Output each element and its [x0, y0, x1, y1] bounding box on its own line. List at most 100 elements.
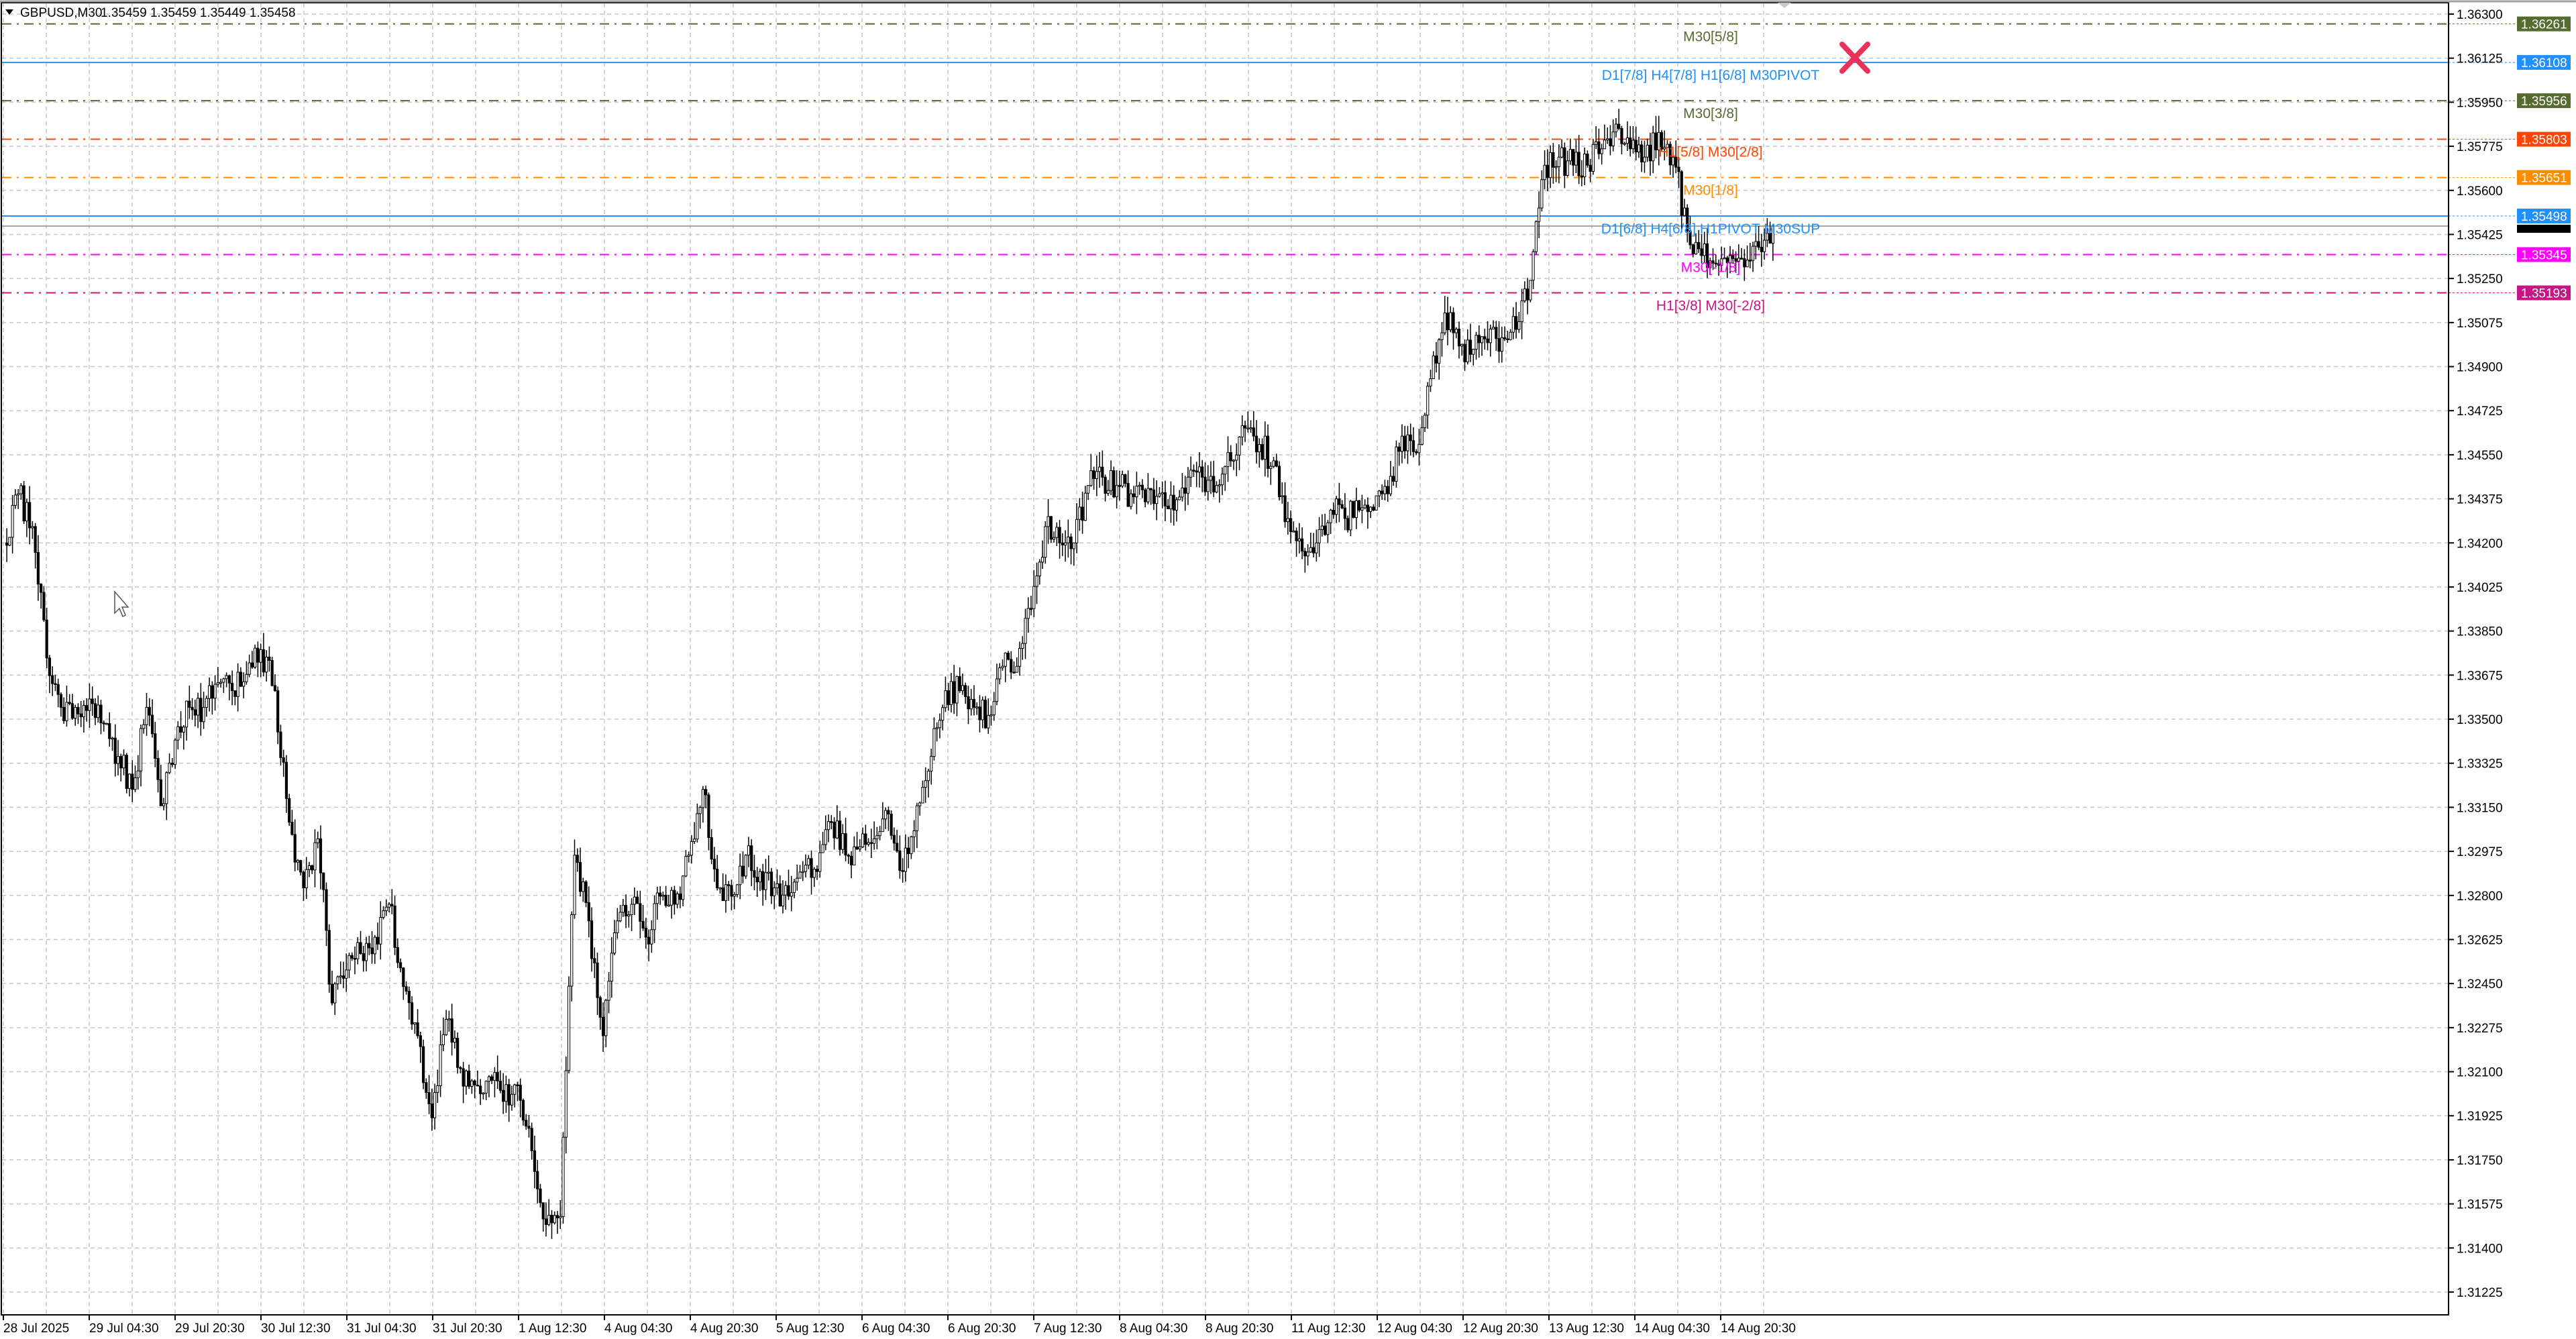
candle-body [673, 890, 676, 905]
candle-body [1167, 505, 1170, 510]
candle-body [1295, 531, 1298, 541]
candle-body [1072, 542, 1075, 549]
price-axis[interactable]: 1.36300 1.36125 1.35950 1.35775 1.35600 1.354… [2449, 8, 2503, 1300]
candle-body [1443, 313, 1446, 333]
candle-body [810, 858, 813, 878]
x-tick-label: 31 Jul 20:30 [433, 1322, 502, 1336]
candle-body [133, 777, 137, 790]
candle-body [347, 955, 351, 971]
candle-body [830, 821, 833, 823]
candle-body [1126, 483, 1130, 507]
x-tick-label: 11 Aug 12:30 [1291, 1322, 1366, 1336]
candle-body [1514, 316, 1518, 330]
candle-body [639, 903, 642, 922]
candle-body [1092, 470, 1095, 480]
candle-body [1543, 164, 1546, 180]
candle-body [1161, 492, 1164, 494]
candle-body [610, 953, 613, 982]
candle-body [1046, 516, 1050, 527]
candle-body [904, 847, 907, 872]
candle-body [473, 1080, 476, 1085]
candle-body [661, 894, 665, 897]
x-tick-label: 13 Aug 12:30 [1549, 1322, 1624, 1336]
candle-body [938, 720, 942, 729]
y-tick-label: 1.35425 [2457, 228, 2503, 242]
candle-body [468, 1070, 471, 1087]
y-tick-label: 1.34725 [2457, 405, 2503, 419]
candle-body [350, 955, 354, 959]
candle-body [1281, 495, 1284, 497]
candle-body [97, 704, 100, 718]
candle-body [111, 737, 114, 740]
candle-body [624, 904, 628, 917]
candle-body [1734, 258, 1737, 262]
candle-body [119, 756, 123, 769]
candle-body [179, 726, 182, 733]
candle-body [561, 1136, 565, 1217]
candle-body [881, 818, 884, 833]
candle-body [1657, 131, 1660, 150]
candle-body [1680, 171, 1683, 216]
candle-body [148, 706, 151, 716]
candle-body [476, 1084, 480, 1087]
candle-body [1192, 470, 1195, 472]
candle-body [1623, 143, 1626, 145]
candle-body [256, 647, 260, 663]
candle-body [764, 872, 767, 890]
chart-grid [2, 3, 2449, 1315]
candle-body [222, 678, 225, 683]
candle-body [910, 837, 913, 855]
candle-body [165, 772, 168, 804]
candle-body [926, 770, 930, 782]
y-tick-label: 1.35600 [2457, 184, 2503, 199]
candle-body [108, 723, 111, 739]
candle-body [727, 884, 731, 886]
level-label: M30[-1/8] [1681, 260, 1741, 275]
candle-body [998, 667, 1002, 680]
x-tick-label: 8 Aug 04:30 [1120, 1322, 1187, 1336]
candle-body [655, 892, 659, 904]
candle-body [544, 1218, 548, 1225]
candle-body [1620, 127, 1623, 144]
candle-body [1155, 496, 1159, 504]
candle-body [1061, 542, 1064, 545]
candle-body [248, 662, 251, 675]
candle-body [484, 1081, 488, 1093]
candle-body [1557, 156, 1560, 167]
candle-body [815, 869, 819, 872]
candle-body [1135, 486, 1138, 498]
cross-x-icon[interactable] [1839, 42, 1870, 74]
candle-body [1375, 495, 1378, 511]
candle-body [150, 714, 154, 735]
candle-body [1289, 518, 1293, 533]
candle-body [687, 855, 690, 857]
x-tick-label: 4 Aug 20:30 [690, 1322, 758, 1336]
candle-body [390, 904, 394, 906]
x-tick-label: 7 Aug 12:30 [1034, 1322, 1102, 1336]
candle-body [721, 887, 724, 902]
candle-body [470, 1080, 474, 1087]
candle-body [784, 885, 788, 896]
symbol-label: GBPUSD,M30 [20, 6, 102, 20]
candle-body [1468, 339, 1472, 355]
time-axis[interactable]: 28 Jul 2025 29 Jul 04:30 29 Jul 20:30 30 Ju… [3, 1315, 1796, 1336]
candle-body [1643, 156, 1646, 162]
candle-body [507, 1084, 511, 1106]
candle-body [1186, 476, 1190, 494]
candle-body [1324, 525, 1327, 535]
candle-body [698, 807, 702, 814]
candle-body [1546, 164, 1549, 178]
shift-marker-icon[interactable] [1778, 3, 1791, 8]
candle-body [17, 493, 20, 496]
candle-body [1303, 551, 1307, 557]
triangle-down-icon[interactable] [5, 9, 13, 15]
price-badge [2517, 170, 2571, 185]
candle-body [1124, 474, 1127, 484]
candle-body [941, 707, 945, 721]
candle-body [1055, 527, 1059, 538]
candle-body [573, 855, 576, 915]
candle-body [944, 690, 947, 708]
candle-body [892, 835, 896, 844]
candle-body [1466, 339, 1469, 362]
